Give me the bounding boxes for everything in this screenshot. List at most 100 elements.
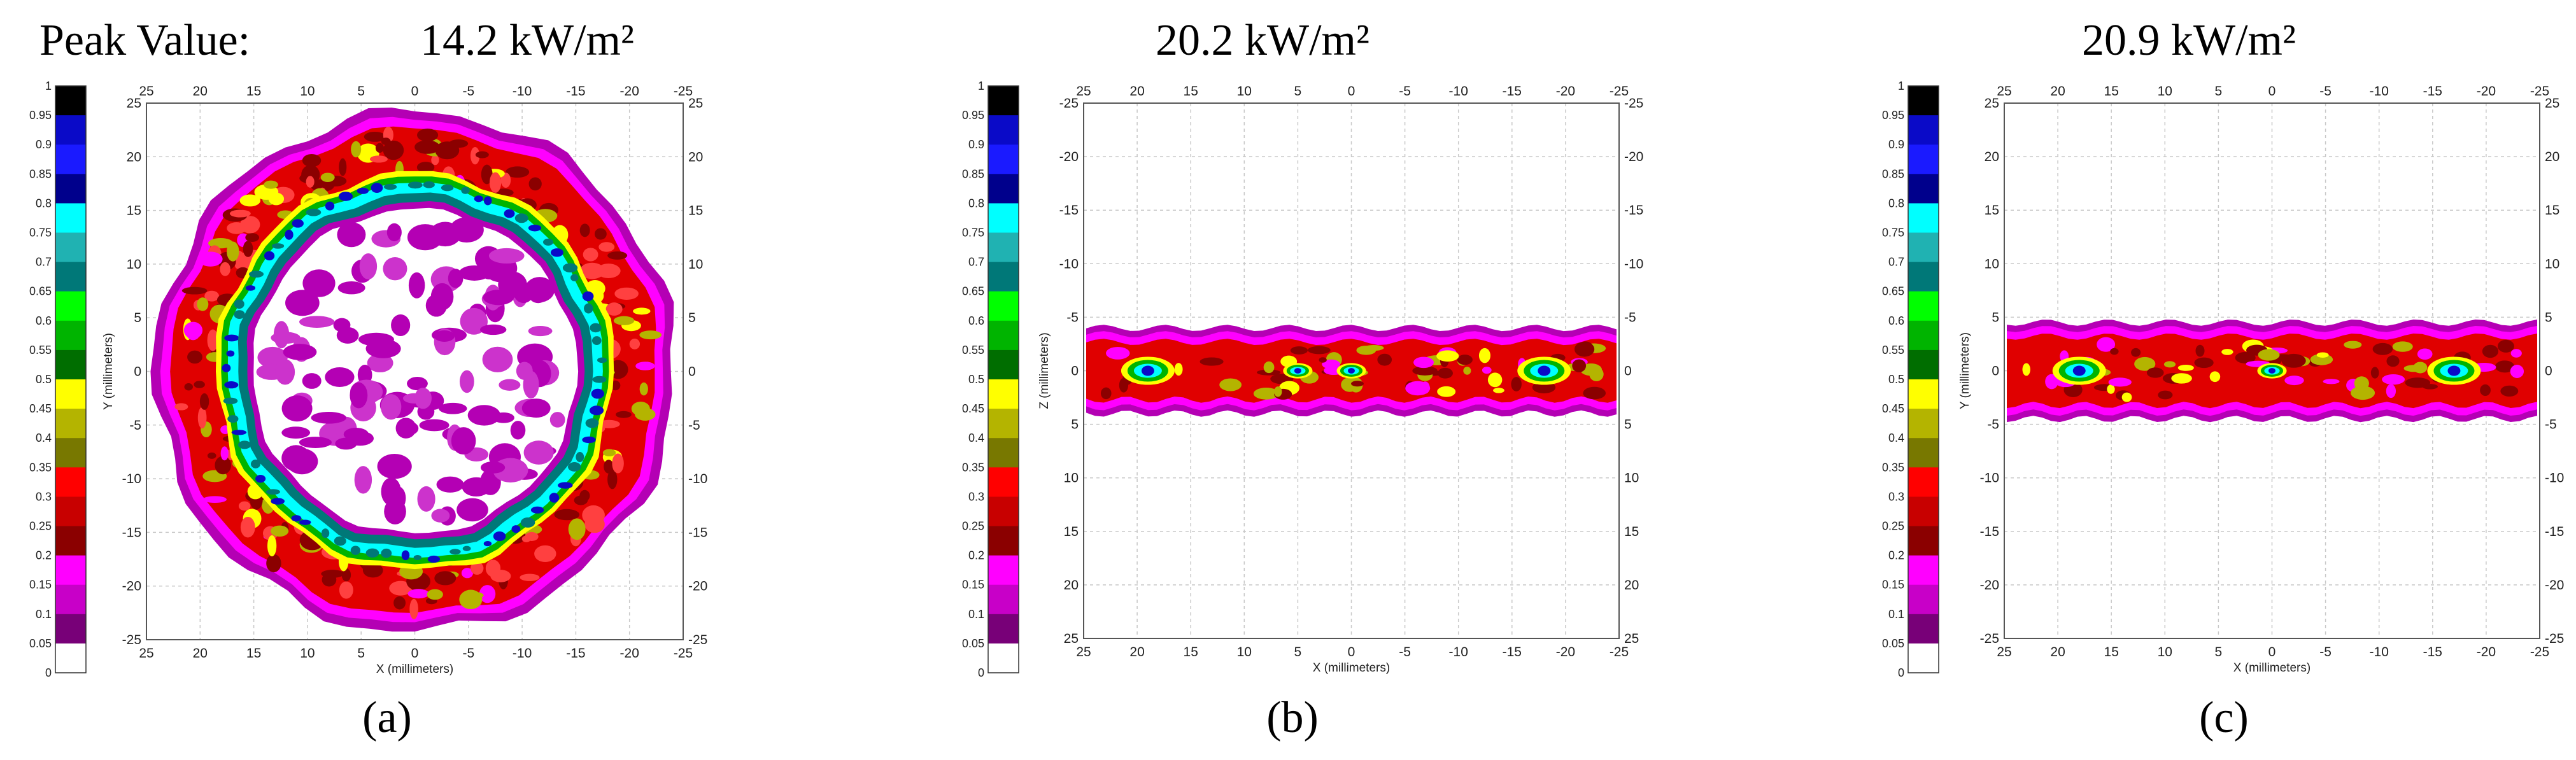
y-tick-label-right: 25 bbox=[2545, 96, 2559, 111]
x-tick-label-bottom: -20 bbox=[2477, 645, 2496, 659]
blue-spot bbox=[413, 554, 421, 560]
heat-blob bbox=[2316, 352, 2329, 358]
x-axis-label: X (millimeters) bbox=[376, 663, 453, 676]
heat-blob bbox=[534, 545, 556, 563]
y-tick-label-left: -10 bbox=[1059, 257, 1079, 271]
blue-spot bbox=[483, 196, 492, 206]
heat-blob bbox=[1322, 359, 1340, 369]
x-tick-label-bottom: 20 bbox=[193, 646, 208, 661]
x-tick-label-top: 5 bbox=[1294, 84, 1302, 99]
colorbar-tick-label: 0.2 bbox=[968, 549, 984, 562]
heat-blob bbox=[479, 585, 496, 603]
blue-spot bbox=[223, 397, 238, 405]
heat-blob bbox=[2386, 384, 2396, 398]
y-tick-label-left: -25 bbox=[1980, 631, 1999, 646]
blue-spot bbox=[381, 548, 392, 558]
colorbar-swatch bbox=[988, 379, 1019, 409]
colorbar-swatch bbox=[55, 174, 86, 204]
blue-spot bbox=[568, 462, 581, 472]
heat-blob bbox=[339, 158, 347, 176]
plot-panel-c: 25252020151510105500-5-5-10-10-15-15-20-… bbox=[1958, 84, 2564, 675]
heat-blob bbox=[2497, 339, 2514, 353]
heatmap-layer bbox=[1086, 325, 1617, 417]
inner-blob bbox=[299, 437, 332, 448]
colorbar-tick-label: 0.25 bbox=[962, 520, 984, 533]
blue-spot bbox=[227, 415, 239, 423]
x-tick-label-top: 15 bbox=[2104, 84, 2119, 99]
blue-spot bbox=[321, 528, 330, 538]
x-tick-label-top: 5 bbox=[2215, 84, 2223, 99]
heat-blob bbox=[2221, 349, 2233, 355]
x-tick-label-top: -15 bbox=[566, 84, 585, 99]
y-tick-label-right: 10 bbox=[2545, 257, 2559, 271]
x-tick-label-bottom: 25 bbox=[1997, 645, 2011, 659]
heat-blob bbox=[2022, 363, 2030, 376]
x-tick-label-top: -15 bbox=[2423, 84, 2442, 99]
x-tick-label-top: 25 bbox=[1076, 84, 1091, 99]
inner-blob bbox=[299, 316, 335, 328]
colorbar-tick-label: 1 bbox=[978, 80, 984, 92]
heat-blob bbox=[207, 452, 216, 459]
colorbar-swatch bbox=[55, 291, 86, 321]
heat-blob bbox=[584, 515, 605, 533]
heat-blob bbox=[1274, 386, 1282, 397]
x-axis-label: X (millimeters) bbox=[2233, 661, 2311, 675]
colorbar-tick-label: 0.4 bbox=[968, 432, 984, 444]
heat-blob bbox=[1100, 387, 1112, 400]
blue-spot bbox=[224, 381, 239, 389]
colorbar-tick-label: 0 bbox=[1898, 666, 1904, 679]
heat-blob bbox=[1413, 356, 1434, 369]
panel-label-c: (c) bbox=[2199, 693, 2249, 742]
heat-blob bbox=[1290, 346, 1308, 355]
inner-blob bbox=[481, 265, 498, 279]
hot-spot-blue bbox=[1141, 365, 1154, 376]
heat-blob bbox=[489, 172, 502, 193]
plot-frame bbox=[1083, 102, 1620, 639]
x-tick-label-bottom: 25 bbox=[1076, 645, 1091, 659]
heat-blob bbox=[521, 535, 531, 542]
heat-blob bbox=[2097, 337, 2116, 352]
x-tick-label-top: -25 bbox=[1610, 84, 1629, 99]
colorbar-swatch bbox=[55, 349, 86, 380]
heat-blob bbox=[2344, 341, 2362, 349]
colorbar-tick-label: 0.1 bbox=[1888, 608, 1904, 621]
plot-panel-b: 25252020151510105500-5-5-10-10-15-15-20-… bbox=[1038, 84, 1643, 675]
colorbar-swatch bbox=[55, 232, 86, 263]
heat-blob bbox=[375, 143, 385, 153]
colorbar-swatch bbox=[55, 526, 86, 556]
heat-blob bbox=[1436, 350, 1459, 362]
blue-spot bbox=[590, 323, 602, 333]
heat-blob bbox=[1487, 372, 1503, 388]
colorbar-frame bbox=[987, 85, 1019, 673]
heat-blob bbox=[2158, 390, 2173, 400]
colorbar-swatch bbox=[1908, 144, 1939, 174]
colorbar-tick-label: 0.7 bbox=[36, 256, 52, 269]
heat-blob bbox=[1511, 377, 1522, 391]
heat-blob bbox=[198, 251, 223, 267]
colorbar-swatch bbox=[55, 438, 86, 468]
colorbar-tick-label: 0.55 bbox=[962, 344, 984, 356]
colorbar-tick-label: 0.45 bbox=[962, 402, 984, 415]
blue-spot bbox=[589, 405, 604, 416]
heat-blob bbox=[1219, 378, 1242, 391]
heat-blob bbox=[240, 216, 260, 234]
y-tick-label-right: -25 bbox=[688, 633, 707, 647]
x-tick-label-top: 10 bbox=[2158, 84, 2172, 99]
heat-blob bbox=[229, 209, 251, 218]
heat-blob bbox=[2510, 349, 2522, 358]
y-tick-label-right: -15 bbox=[688, 525, 707, 540]
inner-blob bbox=[523, 440, 554, 465]
y-tick-label-left: 15 bbox=[1985, 203, 1999, 218]
inner-blob bbox=[337, 281, 365, 295]
heat-blob bbox=[2146, 367, 2164, 378]
blue-spot bbox=[365, 548, 379, 558]
colorbar-tick-label: 0.9 bbox=[968, 138, 984, 151]
heat-blob bbox=[1253, 387, 1279, 400]
heat-blob bbox=[1482, 367, 1492, 374]
heat-blob bbox=[568, 518, 586, 540]
x-tick-label-bottom: 10 bbox=[300, 646, 315, 661]
colorbar-tick-label: 0.7 bbox=[968, 256, 984, 269]
x-tick-label-bottom: -5 bbox=[1399, 645, 1411, 659]
heat-blob bbox=[181, 286, 208, 295]
heat-blob bbox=[322, 572, 337, 587]
